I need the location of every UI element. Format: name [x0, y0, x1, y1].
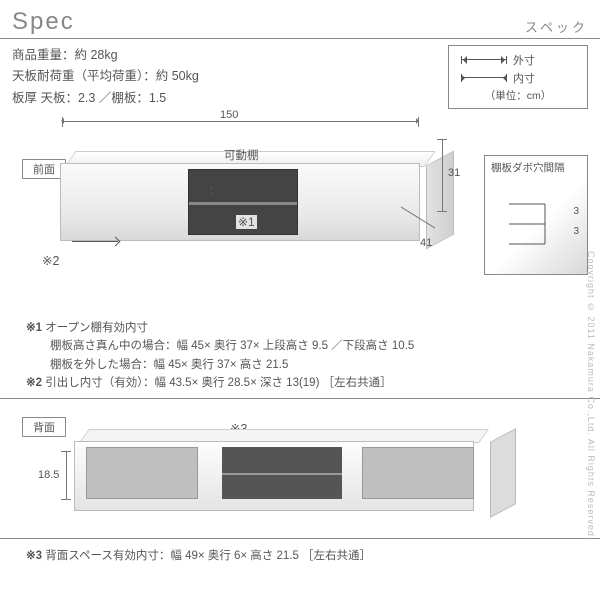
arrow-inner-icon: [461, 77, 507, 87]
dabo-title: 棚板ダボ穴間隔: [491, 160, 581, 175]
star1-label: ※1: [236, 215, 257, 229]
dim-back-height: 18.5: [38, 469, 59, 481]
legend-unit: （単位：cm）: [461, 88, 575, 103]
note1-lead: ※1: [26, 322, 42, 334]
spec-header: Spec スペック: [0, 0, 600, 39]
dim-height: 31: [448, 167, 460, 179]
arrow-outer-icon: [461, 59, 507, 69]
note3-block: ※3 背面スペース有効内寸：幅 49× 奥行 6× 高さ 21.5 ［左右共通］: [0, 538, 600, 563]
note1-title: オープン棚有効内寸: [45, 322, 148, 334]
note2-lead: ※2: [26, 377, 42, 389]
spec-weight: 商品重量：約 28kg: [12, 45, 448, 66]
legend-box: 外寸 内寸 （単位：cm）: [448, 45, 588, 109]
spec-lines: 商品重量：約 28kg 天板耐荷重（平均荷重）：約 50kg 板厚 天板：2.3…: [12, 45, 448, 109]
title-ja: スペック: [525, 17, 588, 36]
note1-line-a: 棚板高さ真ん中の場合：幅 45× 奥行 37× 上段高さ 9.5 ／下段高さ 1…: [26, 337, 580, 355]
legend-inner: 内寸: [513, 70, 535, 86]
top-row: 商品重量：約 28kg 天板耐荷重（平均荷重）：約 50kg 板厚 天板：2.3…: [0, 39, 600, 109]
dabo-gap2: 3: [573, 226, 579, 237]
dim-width-line: [62, 121, 418, 122]
back-cabinet-drawing: ※3: [74, 417, 494, 517]
adjustable-label: 可動棚: [224, 147, 259, 163]
title-en: Spec: [12, 8, 75, 36]
dabo-hole-panel: 棚板ダボ穴間隔 3 3: [484, 155, 588, 275]
note1-line-b: 棚板を外した場合：幅 45× 奥行 37× 高さ 21.5: [26, 356, 580, 374]
dabo-gap1: 3: [573, 206, 579, 217]
spec-thick: 板厚 天板：2.3 ／棚板：1.5: [12, 88, 448, 109]
front-section: 前面 150 可動棚 ↕ ※1 ※2 31 41 棚板ダボ穴間隔 3 3: [0, 109, 600, 319]
dim-depth: 41: [420, 237, 432, 249]
up-down-icon: ↕: [208, 181, 215, 197]
note3-body: 背面スペース有効内寸：幅 49× 奥行 6× 高さ 21.5 ［左右共通］: [45, 550, 371, 562]
note3-lead: ※3: [26, 550, 42, 562]
back-section: 背面 18.5 ※3: [0, 398, 600, 538]
notes-block: ※1 オープン棚有効内寸 棚板高さ真ん中の場合：幅 45× 奥行 37× 上段高…: [0, 319, 600, 393]
legend-outer: 外寸: [513, 52, 535, 68]
dim-width: 150: [220, 109, 238, 121]
back-tag: 背面: [22, 417, 66, 437]
star2-pointer: [72, 241, 118, 242]
dabo-diagram-icon: [503, 190, 563, 264]
star2-label: ※2: [42, 253, 59, 268]
spec-load: 天板耐荷重（平均荷重）：約 50kg: [12, 66, 448, 87]
note2-body: 引出し内寸（有効）：幅 43.5× 奥行 28.5× 深さ 13(19) ［左右…: [45, 377, 391, 389]
copyright: Copyright © 2011 Nakamura Co.,Ltd. All R…: [586, 251, 596, 540]
